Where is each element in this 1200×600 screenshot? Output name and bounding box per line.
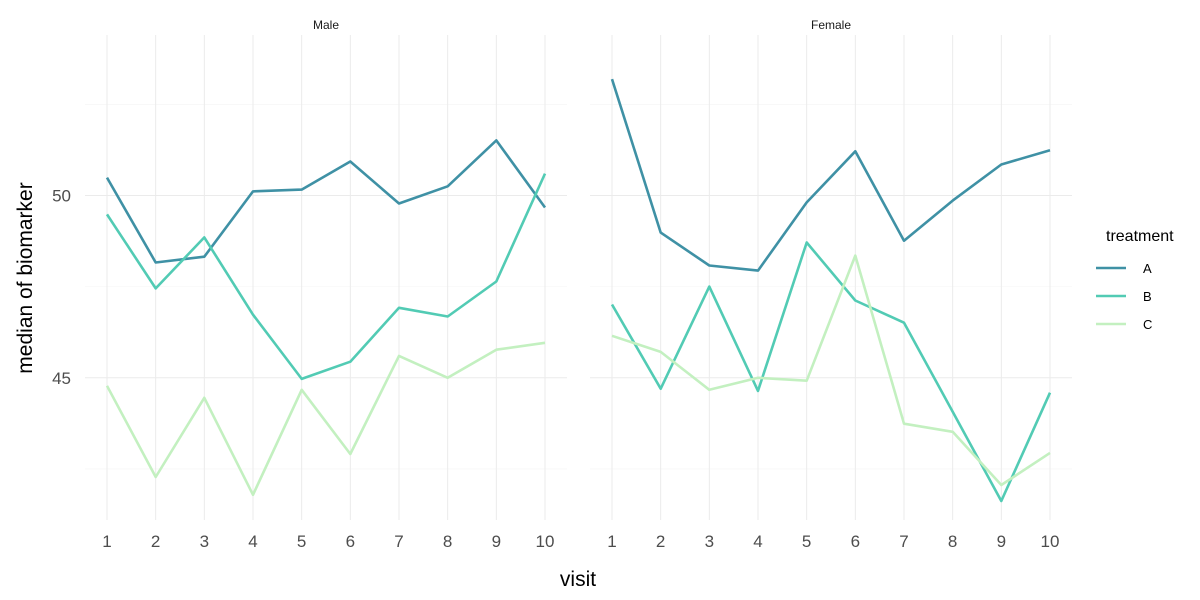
x-tick-label: 10 — [536, 532, 555, 551]
x-tick-label: 2 — [656, 532, 665, 551]
x-tick-label: 5 — [297, 532, 306, 551]
series-line-A — [610, 78, 1051, 272]
x-tick-label: 7 — [394, 532, 403, 551]
legend-label-C: C — [1143, 317, 1152, 332]
facet-label: Female — [811, 18, 851, 32]
series-line-A — [105, 139, 547, 264]
x-tick-label: 7 — [899, 532, 908, 551]
facet-label: Male — [313, 18, 339, 32]
series-line-B — [105, 173, 547, 381]
x-tick-label: 5 — [802, 532, 811, 551]
y-tick-label: 50 — [52, 186, 71, 205]
x-tick-label: 9 — [997, 532, 1006, 551]
x-tick-label: 10 — [1041, 532, 1060, 551]
legend-label-B: B — [1143, 289, 1152, 304]
x-tick-label: 4 — [753, 532, 762, 551]
x-tick-label: 3 — [705, 532, 714, 551]
series-line-B — [610, 241, 1052, 503]
x-tick-label: 6 — [851, 532, 860, 551]
y-axis-title: median of biomarker — [14, 182, 37, 373]
legend-label-A: A — [1143, 261, 1152, 276]
x-tick-label: 8 — [443, 532, 452, 551]
x-tick-label: 4 — [248, 532, 257, 551]
x-tick-label: 1 — [102, 532, 111, 551]
series-line-C — [105, 341, 546, 497]
legend: ABC — [1096, 261, 1152, 332]
x-tick-label: 2 — [151, 532, 160, 551]
x-tick-label: 1 — [607, 532, 616, 551]
legend-title: treatment — [1106, 228, 1174, 245]
x-tick-label: 9 — [492, 532, 501, 551]
y-tick-label: 45 — [52, 369, 71, 388]
x-axis-title: visit — [560, 568, 596, 591]
x-tick-label: 8 — [948, 532, 957, 551]
x-tick-label: 3 — [200, 532, 209, 551]
x-tick-label: 6 — [346, 532, 355, 551]
series-line-C — [611, 254, 1051, 487]
